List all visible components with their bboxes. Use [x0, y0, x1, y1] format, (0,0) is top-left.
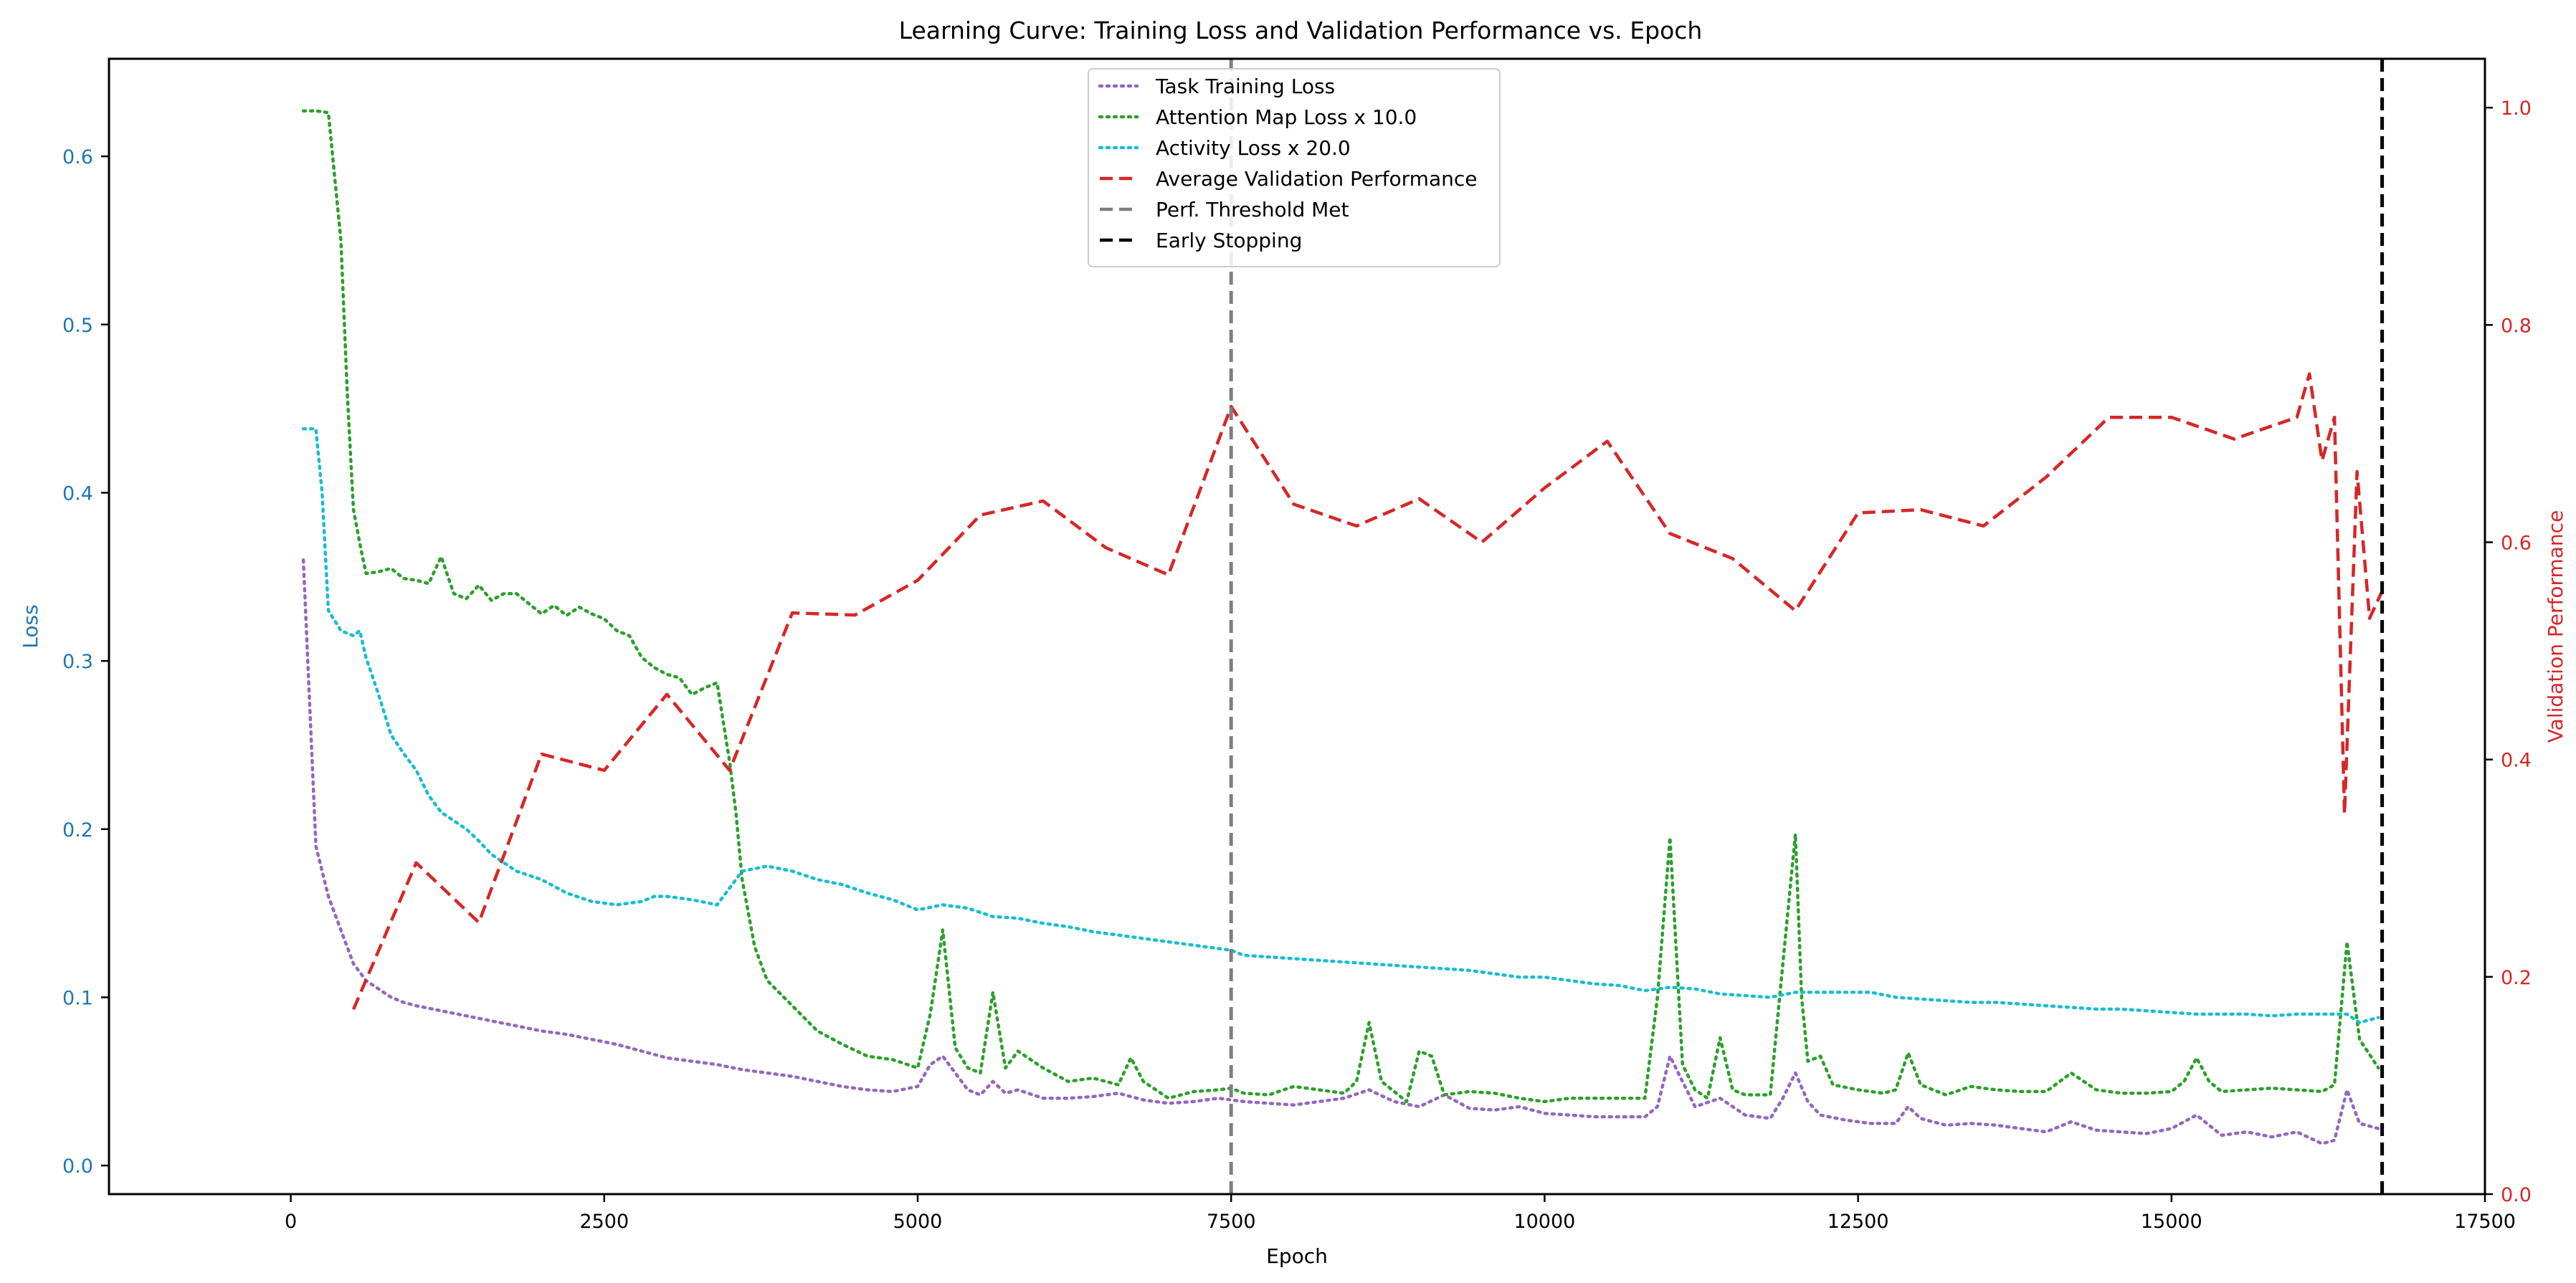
series-line-task-training-loss	[301, 558, 2380, 1145]
chart-title: Learning Curve: Training Loss and Valida…	[899, 16, 1703, 44]
series-line-activity-loss-x-20-0	[301, 427, 2380, 1024]
x-tick-label: 12500	[1828, 1211, 1889, 1233]
legend-box	[1088, 68, 1501, 267]
x-tick-label: 15000	[2141, 1211, 2202, 1233]
x-axis: 0 2500 5000 7500 10000 12500 15000 17500	[285, 1194, 2516, 1233]
legend-label-task-training-loss: Task Training Loss	[1155, 75, 1335, 98]
series-line-average-validation-performance	[351, 372, 2384, 1011]
y-right-tick-label: 0.2	[2501, 967, 2532, 989]
reference-lines-layer	[1229, 59, 2385, 1194]
legend-label-activity-loss-x-20-0: Activity Loss x 20.0	[1156, 136, 1351, 160]
y-left-tick-label: 0.4	[62, 482, 93, 505]
y-right-tick-label: 0.0	[2501, 1184, 2532, 1206]
y-right-tick-label: 0.6	[2501, 533, 2532, 555]
x-tick-label: 17500	[2454, 1211, 2516, 1233]
y-right-tick-label: 0.8	[2501, 315, 2532, 337]
y-axis-right: 0.0 0.2 0.4 0.6 0.8 1.0	[2485, 97, 2532, 1206]
series-layer	[301, 109, 2384, 1145]
y-right-tick-label: 0.4	[2501, 750, 2532, 772]
legend-label-attention-map-loss-x-10-0: Attention Map Loss x 10.0	[1156, 105, 1417, 129]
x-tick-label: 10000	[1513, 1211, 1575, 1233]
y-axis-right-label: Validation Performance	[2544, 510, 2567, 743]
x-axis-label: Epoch	[1266, 1244, 1328, 1268]
y-left-tick-label: 0.5	[62, 315, 93, 337]
y-left-tick-label: 0.6	[62, 146, 93, 168]
y-axis-left: 0.0 0.1 0.2 0.3 0.4 0.5 0.6	[62, 146, 109, 1178]
x-tick-label: 7500	[1207, 1211, 1256, 1233]
legend: Task Training Loss Attention Map Loss x 1…	[1088, 68, 1501, 267]
y-axis-left-label: Loss	[19, 604, 42, 648]
x-tick-label: 2500	[579, 1211, 629, 1233]
y-right-tick-label: 1.0	[2501, 97, 2532, 120]
y-left-tick-label: 0.2	[62, 819, 93, 841]
x-tick-label: 5000	[893, 1211, 943, 1233]
plot-frame	[108, 57, 2486, 1196]
legend-label-early-stopping: Early Stopping	[1156, 229, 1302, 252]
y-left-tick-label: 0.0	[62, 1155, 93, 1178]
series-line-attention-map-loss-x-10-0	[301, 109, 2380, 1104]
legend-label-perf-threshold-met: Perf. Threshold Met	[1156, 198, 1349, 221]
x-tick-label: 0	[285, 1211, 297, 1233]
legend-label-average-validation-performance: Average Validation Performance	[1156, 167, 1477, 191]
y-left-tick-label: 0.3	[62, 651, 93, 673]
y-left-tick-label: 0.1	[62, 987, 93, 1009]
